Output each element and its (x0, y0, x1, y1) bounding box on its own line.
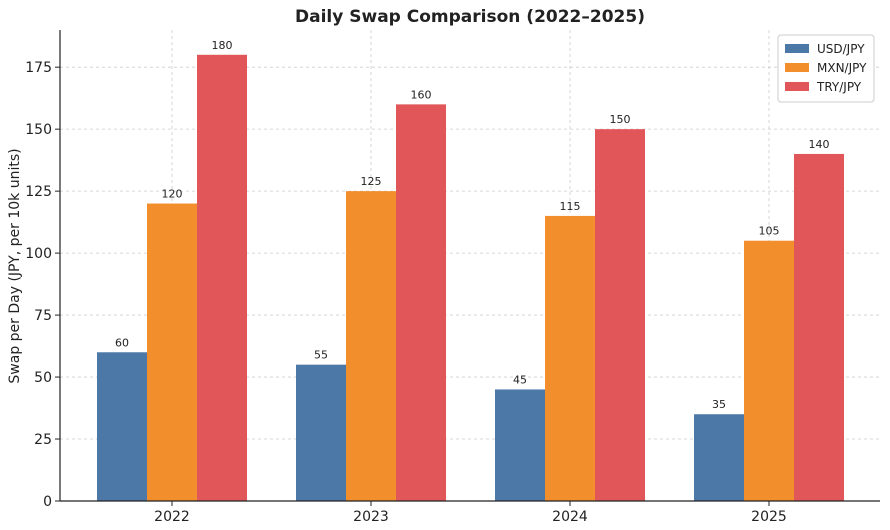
tick-labels: 0 25 50 75 100 125 150 175 2022 2023 2024 2025 (25, 60, 787, 525)
bar-usd-jpy-2025 (694, 414, 744, 501)
data-label: 125 (361, 175, 382, 188)
bar-try-jpy-2024 (595, 129, 645, 501)
bar-try-jpy-2023 (396, 104, 446, 502)
axes (55, 30, 880, 506)
x-tick-label: 2025 (751, 509, 787, 525)
y-axis-label: Swap per Day (JPY, per 10k units) (7, 148, 23, 383)
data-label: 160 (411, 88, 432, 101)
bar-usd-jpy-2024 (495, 389, 545, 501)
x-tick-label: 2023 (353, 509, 389, 525)
bar-try-jpy-2025 (794, 153, 844, 501)
data-label: 55 (314, 349, 328, 362)
x-tick-label: 2022 (154, 509, 190, 525)
y-tick-label: 25 (34, 432, 52, 448)
legend-label: TRY/JPY (816, 80, 862, 94)
bar-mxn-jpy-2025 (744, 240, 794, 502)
legend-label: USD/JPY (817, 42, 865, 56)
data-label: 180 (212, 39, 233, 52)
data-label: 140 (809, 138, 830, 151)
y-tick-label: 75 (34, 308, 52, 324)
data-label: 60 (115, 336, 129, 349)
bar-usd-jpy-2022 (97, 352, 147, 501)
y-tick-label: 175 (25, 60, 52, 76)
x-tick-label: 2024 (552, 509, 588, 525)
chart-title: Daily Swap Comparison (2022–2025) (295, 7, 645, 27)
data-label: 115 (560, 200, 581, 213)
data-label: 45 (513, 373, 527, 386)
bar-usd-jpy-2023 (296, 364, 346, 501)
bar-try-jpy-2022 (197, 54, 247, 501)
data-labels: 60 120 180 55 125 160 45 115 150 35 105 140 (115, 39, 830, 411)
legend-swatch (785, 44, 809, 53)
data-label: 35 (712, 398, 726, 411)
legend: USD/JPY MXN/JPY TRY/JPY (777, 34, 875, 103)
bar-mxn-jpy-2023 (346, 191, 396, 501)
legend-swatch (785, 63, 809, 72)
y-tick-label: 50 (34, 370, 52, 386)
data-label: 150 (610, 113, 631, 126)
data-label: 105 (759, 225, 780, 238)
legend-label: MXN/JPY (817, 61, 867, 75)
legend-swatch (785, 82, 809, 91)
bar-mxn-jpy-2024 (545, 215, 595, 501)
y-tick-label: 0 (43, 494, 52, 510)
y-tick-label: 150 (25, 122, 52, 138)
y-tick-label: 100 (25, 246, 52, 262)
y-tick-label: 125 (25, 184, 52, 200)
bars (97, 54, 844, 502)
bar-mxn-jpy-2022 (147, 203, 197, 502)
data-label: 120 (162, 188, 183, 201)
